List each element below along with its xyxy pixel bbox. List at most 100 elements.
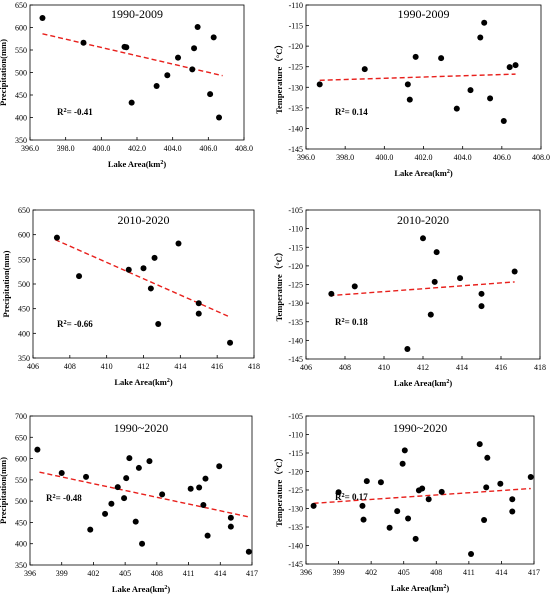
data-point bbox=[476, 441, 483, 448]
y-tick-label: 650 bbox=[18, 206, 30, 215]
y-tick-label: 650 bbox=[15, 1, 27, 10]
data-point bbox=[216, 463, 223, 470]
chart-panel-4: 406 408 410 412 414 416 418 -105 -110 -115 -120 -12… bbox=[274, 206, 546, 388]
data-point bbox=[404, 81, 411, 88]
trend-line bbox=[313, 487, 531, 505]
data-point bbox=[207, 91, 214, 98]
chart-title: 2010-2020 bbox=[118, 213, 170, 227]
data-point bbox=[438, 55, 445, 62]
data-point bbox=[406, 96, 413, 103]
chart-panel-5: 396 399 402 405 408 411 414 417 350 400 450 500 550 6… bbox=[0, 412, 258, 594]
chart-title: 1990~2020 bbox=[114, 421, 169, 435]
y-tick-label: -135 bbox=[288, 104, 303, 113]
data-point bbox=[191, 45, 198, 52]
y-tick-label: 600 bbox=[15, 455, 27, 464]
x-tick-label: 412 bbox=[417, 363, 429, 372]
data-point bbox=[404, 345, 411, 352]
x-tick-label: 414 bbox=[495, 568, 507, 577]
data-point bbox=[164, 72, 171, 79]
y-tick-label: -145 bbox=[288, 145, 303, 154]
trend-line bbox=[319, 73, 516, 81]
chart-title: 2010-2020 bbox=[397, 213, 449, 227]
r-squared-label: R2= -0.48 bbox=[46, 493, 82, 504]
y-tick-label: 350 bbox=[15, 561, 27, 570]
data-point bbox=[360, 516, 367, 523]
x-tick-label: 402.0 bbox=[128, 144, 146, 153]
x-tick-label: 399 bbox=[333, 568, 345, 577]
x-axis-label: Lake Area(km2) bbox=[394, 378, 452, 388]
data-point bbox=[87, 526, 94, 533]
data-point bbox=[114, 484, 121, 491]
x-tick-label: 411 bbox=[183, 569, 195, 578]
y-tick-label: -130 bbox=[288, 299, 303, 308]
data-point bbox=[328, 290, 335, 297]
x-tick-label: 416 bbox=[495, 363, 507, 372]
data-point bbox=[155, 320, 162, 327]
data-point bbox=[425, 496, 432, 503]
data-point bbox=[102, 510, 109, 517]
y-tick-label: 600 bbox=[15, 24, 27, 33]
data-point bbox=[351, 283, 358, 290]
data-point bbox=[527, 474, 534, 481]
plot-frame bbox=[32, 209, 255, 359]
data-point bbox=[196, 484, 203, 491]
x-tick-label: 402.0 bbox=[415, 153, 433, 162]
data-point bbox=[512, 62, 519, 69]
x-tick-label: 406.0 bbox=[493, 153, 511, 162]
y-axis-label: Precipitation(mm) bbox=[1, 250, 11, 317]
data-point bbox=[405, 515, 412, 522]
data-point bbox=[420, 235, 426, 242]
data-point bbox=[457, 275, 464, 282]
x-tick-label: 396.0 bbox=[297, 153, 315, 162]
r-squared-label: R2= -0.41 bbox=[57, 107, 93, 118]
x-tick-label: 398.0 bbox=[336, 153, 354, 162]
data-point bbox=[80, 39, 87, 46]
data-point bbox=[153, 83, 160, 89]
data-point bbox=[468, 551, 475, 558]
data-point bbox=[108, 500, 115, 507]
y-tick-label: 400 bbox=[18, 329, 30, 338]
data-point bbox=[483, 484, 490, 491]
data-point bbox=[58, 470, 65, 477]
x-tick-label: 400.0 bbox=[92, 144, 110, 153]
x-tick-label: 412 bbox=[138, 362, 150, 371]
x-tick-label: 406.0 bbox=[199, 144, 217, 153]
data-point bbox=[310, 502, 317, 509]
x-tick-label: 414 bbox=[456, 363, 468, 372]
data-point bbox=[245, 548, 252, 555]
chart-title: 1990-2009 bbox=[111, 7, 163, 21]
data-point bbox=[227, 514, 234, 521]
y-tick-label: 350 bbox=[18, 354, 30, 363]
data-point bbox=[399, 460, 406, 467]
data-point bbox=[187, 485, 194, 492]
data-point bbox=[140, 265, 147, 272]
y-tick-label: -125 bbox=[288, 281, 303, 290]
y-tick-label: 400 bbox=[15, 114, 27, 123]
data-point bbox=[481, 19, 488, 26]
x-tick-label: 402 bbox=[365, 568, 377, 577]
y-tick-label: -120 bbox=[288, 468, 303, 477]
trend-line bbox=[329, 281, 515, 297]
y-tick-label: -130 bbox=[288, 83, 303, 92]
r-squared-label: R2= 0.17 bbox=[335, 492, 368, 503]
y-tick-label: 650 bbox=[15, 433, 27, 442]
data-point bbox=[125, 266, 132, 273]
data-point bbox=[135, 464, 142, 471]
x-tick-label: 410 bbox=[101, 362, 113, 371]
data-point bbox=[227, 339, 234, 346]
x-tick-label: 404.0 bbox=[164, 144, 182, 153]
x-tick-label: 405 bbox=[119, 569, 131, 578]
y-tick-label: -115 bbox=[289, 243, 303, 252]
data-point bbox=[34, 446, 41, 453]
y-tick-label: -130 bbox=[288, 505, 303, 514]
data-point bbox=[427, 311, 434, 318]
x-tick-label: 414 bbox=[174, 362, 186, 371]
data-point bbox=[394, 508, 401, 515]
y-tick-label: 450 bbox=[15, 91, 27, 100]
x-tick-label: 402 bbox=[87, 569, 99, 578]
y-tick-label: -135 bbox=[288, 318, 303, 327]
y-tick-label: -115 bbox=[289, 22, 303, 31]
y-tick-label: 550 bbox=[15, 476, 27, 485]
y-tick-label: -120 bbox=[288, 42, 303, 51]
